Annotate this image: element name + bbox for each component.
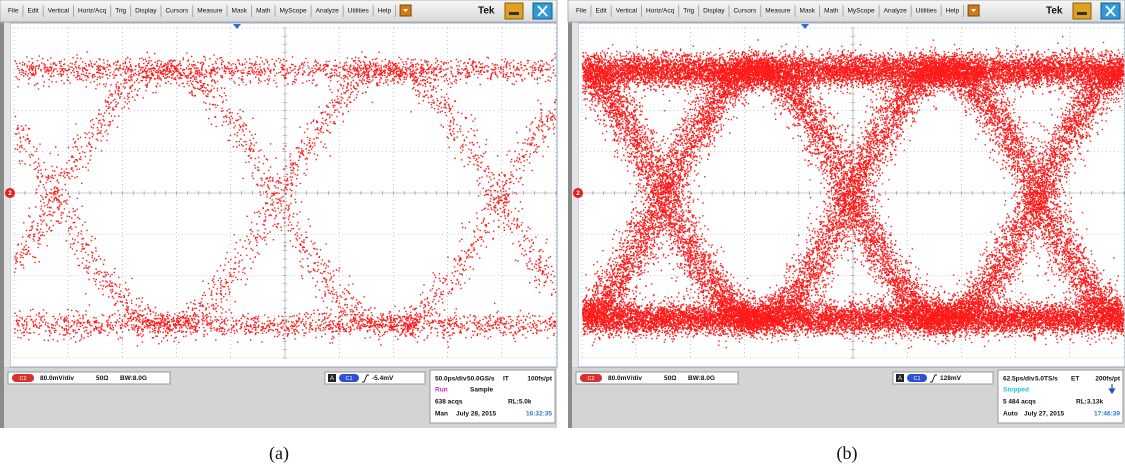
horizontal-scale: 62.5ps/div bbox=[1003, 376, 1035, 383]
acquisition-count: 638 acqs bbox=[435, 399, 463, 406]
vertical-scale: 80.0mV/div bbox=[40, 375, 74, 382]
scope-window: File Edit Vertical Horiz/Acq Trig Display Curs… bbox=[0, 0, 557, 428]
trigger-source: A bbox=[898, 376, 902, 382]
menu-item[interactable]: MyScope bbox=[280, 8, 307, 15]
menu-item[interactable]: Utilities bbox=[348, 8, 370, 15]
resolution: 200fs/pt bbox=[1095, 376, 1120, 383]
menu-item[interactable]: Cursors bbox=[733, 8, 757, 15]
menu-item[interactable]: Horiz/Acq bbox=[646, 8, 675, 15]
menu-item[interactable]: File bbox=[8, 8, 19, 15]
menu-item[interactable]: Edit bbox=[595, 8, 606, 15]
menu-item[interactable]: Trig bbox=[115, 8, 126, 15]
record-length: RL:5.0k bbox=[508, 399, 532, 406]
brand: Tek bbox=[478, 6, 495, 17]
trigger-channel: C1 bbox=[913, 376, 920, 382]
menu-item[interactable]: Trig bbox=[683, 8, 694, 15]
menu-item[interactable]: Help bbox=[946, 8, 960, 15]
time: 17:46:39 bbox=[1094, 411, 1120, 418]
run-state: Stopped bbox=[1003, 387, 1029, 394]
acquisition-mode: ET bbox=[1071, 376, 1079, 383]
menu-item[interactable]: Display bbox=[135, 8, 157, 15]
impedance: 50Ω bbox=[664, 375, 676, 382]
trigger-mode: Auto bbox=[1003, 411, 1018, 418]
menu-item[interactable]: Measure bbox=[765, 8, 791, 15]
menu-item[interactable]: Display bbox=[703, 8, 725, 15]
horizontal-scale: 50.0ps/div bbox=[435, 376, 467, 383]
channel-marker-label: 2 bbox=[576, 190, 580, 197]
trigger-level: 128mV bbox=[940, 375, 962, 382]
sample-rate: 5.0TS/s bbox=[1035, 376, 1058, 383]
resolution: 100fs/pt bbox=[527, 376, 552, 383]
menu-item[interactable]: MyScope bbox=[848, 8, 875, 15]
minimize-glyph bbox=[1077, 12, 1087, 15]
page: File Edit Vertical Horiz/Acq Trig Display Curs… bbox=[0, 0, 1125, 470]
date: July 28, 2015 bbox=[456, 411, 496, 418]
menu-item[interactable]: Math bbox=[256, 8, 271, 15]
left-border bbox=[0, 22, 4, 428]
caption: (a) bbox=[269, 443, 289, 464]
menu-item[interactable]: Cursors bbox=[165, 8, 189, 15]
brand: Tek bbox=[1046, 6, 1063, 17]
time: 16:32:35 bbox=[526, 411, 552, 418]
acquisition-count: 5 484 acqs bbox=[1003, 399, 1036, 406]
channel-marker-label: 2 bbox=[8, 190, 12, 197]
menu-item[interactable]: Measure bbox=[197, 8, 223, 15]
acquisition-mode: IT bbox=[503, 376, 509, 383]
sample-mode: Sample bbox=[470, 387, 494, 394]
left-border bbox=[568, 22, 572, 428]
menu-item[interactable]: Math bbox=[824, 8, 839, 15]
scope-window: File Edit Vertical Horiz/Acq Trig Display Curs… bbox=[568, 0, 1125, 428]
menu-item[interactable]: Vertical bbox=[48, 8, 70, 15]
menu-item[interactable]: Horiz/Acq bbox=[78, 8, 107, 15]
trigger-level: -5.4mV bbox=[372, 375, 394, 382]
channel-badge-label: C2 bbox=[19, 376, 26, 382]
minimize-button[interactable] bbox=[1073, 3, 1091, 19]
menu-item[interactable]: Utilities bbox=[916, 8, 938, 15]
bandwidth: BW:8.0G bbox=[120, 375, 147, 382]
minimize-button[interactable] bbox=[505, 3, 523, 19]
bandwidth: BW:8.0G bbox=[688, 375, 715, 382]
minimize-glyph bbox=[509, 12, 519, 15]
run-state: Run bbox=[435, 387, 448, 394]
caption: (b) bbox=[837, 443, 858, 464]
trigger-channel: C1 bbox=[345, 376, 352, 382]
impedance: 50Ω bbox=[96, 375, 108, 382]
menu-item[interactable]: Edit bbox=[27, 8, 38, 15]
menu-item[interactable]: Analyze bbox=[884, 8, 908, 15]
menu-item[interactable]: Vertical bbox=[616, 8, 638, 15]
menu-item[interactable]: Help bbox=[378, 8, 392, 15]
trigger-source: A bbox=[330, 376, 334, 382]
menu-item[interactable]: File bbox=[576, 8, 587, 15]
trigger-mode: Man bbox=[435, 411, 448, 418]
record-length: RL:3.13k bbox=[1076, 399, 1103, 406]
menu-item[interactable]: Analyze bbox=[316, 8, 340, 15]
sample-rate: 50.0GS/s bbox=[467, 376, 495, 383]
menu-item[interactable]: Mask bbox=[800, 8, 816, 15]
vertical-scale: 80.0mV/div bbox=[608, 375, 642, 382]
date: July 27, 2015 bbox=[1024, 411, 1064, 418]
menu-item[interactable]: Mask bbox=[232, 8, 248, 15]
channel-badge-label: C2 bbox=[587, 376, 594, 382]
